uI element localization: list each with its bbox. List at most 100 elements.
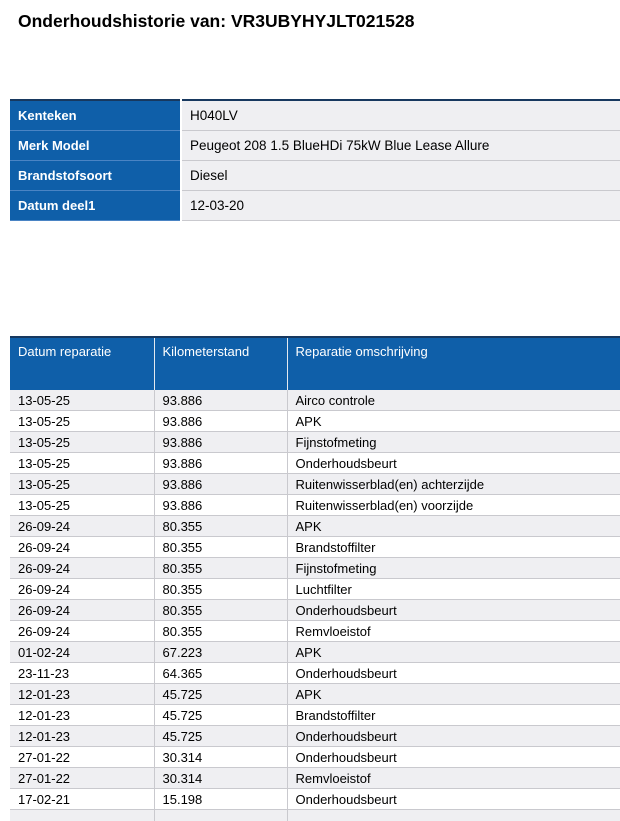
cell-date: 26-09-24 (10, 557, 155, 579)
cell-description: APK (287, 641, 620, 663)
info-value-datum-deel1: 12-03-20 (181, 190, 620, 221)
cell-date: 26-09-24 (10, 620, 155, 642)
cell-date: 13-05-25 (10, 494, 155, 516)
table-row: 13-05-25 93.886 Fijnstofmeting (10, 431, 620, 453)
table-row: 26-09-24 80.355 APK (10, 515, 620, 537)
cell-description: Onderhoudsbeurt (287, 452, 620, 474)
cell-date: 26-09-24 (10, 578, 155, 600)
cell-description: Onderhoudsbeurt (287, 788, 620, 810)
cell-kilometerstand: 93.886 (154, 410, 288, 432)
cell-date: 12-01-23 (10, 683, 155, 705)
cell-kilometerstand: 80.355 (154, 557, 288, 579)
cell-kilometerstand: 93.886 (154, 494, 288, 516)
cell-date: 12-01-23 (10, 704, 155, 726)
cell-description: APK (287, 410, 620, 432)
cell-kilometerstand: 93.886 (154, 390, 288, 411)
history-header-row: Datum reparatie Kilometerstand Reparatie… (10, 337, 620, 390)
cell-kilometerstand (154, 809, 288, 821)
column-header-kilometerstand: Kilometerstand (154, 337, 288, 390)
cell-description: Onderhoudsbeurt (287, 662, 620, 684)
column-header-datum-reparatie: Datum reparatie (10, 337, 155, 390)
info-row-merk-model: Merk Model Peugeot 208 1.5 BlueHDi 75kW … (10, 130, 620, 161)
cell-description: Onderhoudsbeurt (287, 725, 620, 747)
cell-description: Brandstoffilter (287, 704, 620, 726)
cell-kilometerstand: 45.725 (154, 704, 288, 726)
table-row: 23-11-23 64.365 Onderhoudsbeurt (10, 662, 620, 684)
table-row: 26-09-24 80.355 Brandstoffilter (10, 536, 620, 558)
cell-kilometerstand: 30.314 (154, 767, 288, 789)
table-row: 26-09-24 80.355 Onderhoudsbeurt (10, 599, 620, 621)
table-row: 26-09-24 80.355 Fijnstofmeting (10, 557, 620, 579)
page-title: Onderhoudshistorie van: VR3UBYHYJLT02152… (18, 11, 415, 31)
table-row: 17-02-21 15.198 Onderhoudsbeurt (10, 788, 620, 810)
cell-date: 13-05-25 (10, 431, 155, 453)
table-row: 12-01-23 45.725 APK (10, 683, 620, 705)
cell-description: Remvloeistof (287, 767, 620, 789)
cell-date: 13-05-25 (10, 390, 155, 411)
cell-kilometerstand: 45.725 (154, 725, 288, 747)
table-row: 27-01-22 30.314 Remvloeistof (10, 767, 620, 789)
cell-date: 26-09-24 (10, 536, 155, 558)
cell-description: Fijnstofmeting (287, 431, 620, 453)
table-row: 26-09-24 80.355 Remvloeistof (10, 620, 620, 642)
table-row: 12-01-23 45.725 Onderhoudsbeurt (10, 725, 620, 747)
table-row: 12-01-23 45.725 Brandstoffilter (10, 704, 620, 726)
cell-kilometerstand: 15.198 (154, 788, 288, 810)
cell-description: Onderhoudsbeurt (287, 746, 620, 768)
info-value-merk-model: Peugeot 208 1.5 BlueHDi 75kW Blue Lease … (181, 130, 620, 161)
cell-date: 01-02-24 (10, 641, 155, 663)
cell-kilometerstand: 30.314 (154, 746, 288, 768)
cell-description: APK (287, 683, 620, 705)
cell-date: 13-05-25 (10, 473, 155, 495)
cell-kilometerstand: 67.223 (154, 641, 288, 663)
cell-kilometerstand: 64.365 (154, 662, 288, 684)
cell-description: Onderhoudsbeurt (287, 599, 620, 621)
cell-date: 23-11-23 (10, 662, 155, 684)
cell-kilometerstand: 93.886 (154, 473, 288, 495)
table-row: 01-02-24 67.223 APK (10, 641, 620, 663)
cell-description: Airco controle (287, 390, 620, 411)
vehicle-info-table: Kenteken H040LV Merk Model Peugeot 208 1… (10, 99, 620, 221)
table-row: 13-05-25 93.886 APK (10, 410, 620, 432)
cell-description: Luchtfilter (287, 578, 620, 600)
cell-date: 26-09-24 (10, 515, 155, 537)
cell-date: 13-05-25 (10, 410, 155, 432)
cell-description: Ruitenwisserblad(en) achterzijde (287, 473, 620, 495)
cell-kilometerstand: 80.355 (154, 578, 288, 600)
cell-date: 17-02-21 (10, 788, 155, 810)
cell-kilometerstand: 80.355 (154, 536, 288, 558)
info-value-brandstofsoort: Diesel (181, 160, 620, 191)
table-row: 13-05-25 93.886 Ruitenwisserblad(en) voo… (10, 494, 620, 516)
cell-date: 27-01-22 (10, 746, 155, 768)
cell-kilometerstand: 93.886 (154, 452, 288, 474)
info-label-kenteken: Kenteken (10, 100, 182, 131)
cell-kilometerstand: 80.355 (154, 515, 288, 537)
cell-description: Brandstoffilter (287, 536, 620, 558)
info-row-kenteken: Kenteken H040LV (10, 100, 620, 131)
repair-history-table: Datum reparatie Kilometerstand Reparatie… (10, 336, 620, 821)
info-row-datum-deel1: Datum deel1 12-03-20 (10, 190, 620, 221)
table-row: 13-05-25 93.886 Ruitenwisserblad(en) ach… (10, 473, 620, 495)
cell-description: Remvloeistof (287, 620, 620, 642)
cell-date: 27-01-22 (10, 767, 155, 789)
cell-kilometerstand: 93.886 (154, 431, 288, 453)
cell-date: 12-01-23 (10, 725, 155, 747)
cell-date: 13-05-25 (10, 452, 155, 474)
cell-date: 26-09-24 (10, 599, 155, 621)
info-label-brandstofsoort: Brandstofsoort (10, 160, 182, 191)
info-label-merk-model: Merk Model (10, 130, 182, 161)
info-value-kenteken: H040LV (181, 100, 620, 131)
table-row: 13-05-25 93.886 Airco controle (10, 390, 620, 411)
column-header-reparatie-omschrijving: Reparatie omschrijving (287, 337, 620, 390)
table-row: 26-09-24 80.355 Luchtfilter (10, 578, 620, 600)
cell-kilometerstand: 80.355 (154, 620, 288, 642)
table-row-partial (10, 809, 620, 821)
cell-kilometerstand: 45.725 (154, 683, 288, 705)
cell-description: Ruitenwisserblad(en) voorzijde (287, 494, 620, 516)
cell-description: APK (287, 515, 620, 537)
info-row-brandstofsoort: Brandstofsoort Diesel (10, 160, 620, 191)
cell-description (287, 809, 620, 821)
cell-date (10, 809, 155, 821)
cell-kilometerstand: 80.355 (154, 599, 288, 621)
table-row: 13-05-25 93.886 Onderhoudsbeurt (10, 452, 620, 474)
